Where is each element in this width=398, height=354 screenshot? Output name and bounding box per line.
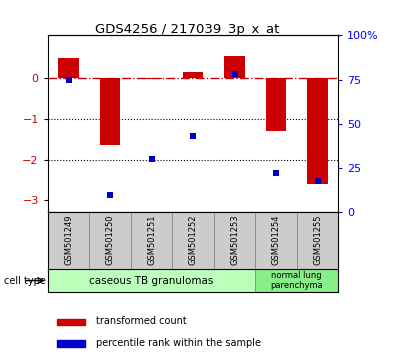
Text: cell type: cell type — [4, 275, 46, 286]
Point — [273, 171, 279, 176]
Text: GDS4256 / 217039_3p_x_at: GDS4256 / 217039_3p_x_at — [95, 23, 279, 36]
Text: transformed count: transformed count — [96, 316, 187, 326]
Point — [314, 178, 321, 183]
Bar — [57, 319, 85, 325]
Bar — [255, 269, 338, 292]
Text: GSM501250: GSM501250 — [105, 214, 115, 265]
Text: GSM501253: GSM501253 — [230, 214, 239, 265]
Bar — [265, 78, 287, 131]
Bar — [255, 212, 297, 271]
Bar — [57, 340, 85, 347]
Bar — [224, 56, 245, 78]
Text: GSM501249: GSM501249 — [64, 214, 73, 265]
Bar — [48, 212, 89, 271]
Bar — [100, 78, 120, 145]
Bar — [48, 269, 255, 292]
Bar — [183, 72, 203, 78]
Bar — [214, 212, 255, 271]
Text: GSM501254: GSM501254 — [271, 214, 281, 265]
Point — [190, 133, 196, 139]
Point — [65, 77, 72, 82]
Bar — [89, 212, 131, 271]
Point — [107, 192, 113, 198]
Bar — [297, 212, 338, 271]
Text: normal lung
parenchyma: normal lung parenchyma — [270, 271, 323, 290]
Text: caseous TB granulomas: caseous TB granulomas — [89, 275, 214, 286]
Bar — [58, 58, 79, 78]
Text: GSM501255: GSM501255 — [313, 214, 322, 265]
Text: GSM501252: GSM501252 — [189, 214, 197, 265]
Bar — [307, 78, 328, 184]
Text: percentile rank within the sample: percentile rank within the sample — [96, 338, 261, 348]
Point — [148, 156, 155, 162]
Bar — [131, 212, 172, 271]
Text: GSM501251: GSM501251 — [147, 214, 156, 265]
Point — [231, 72, 238, 77]
Bar — [172, 212, 214, 271]
Bar — [141, 78, 162, 79]
